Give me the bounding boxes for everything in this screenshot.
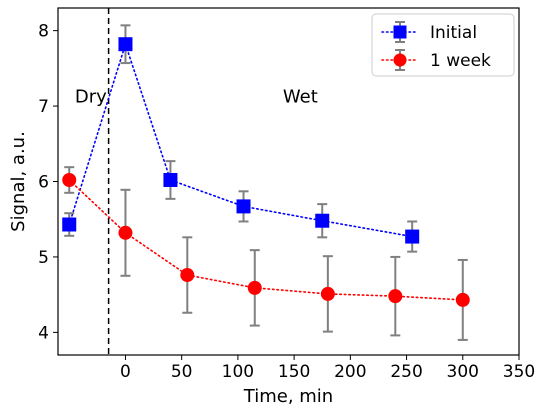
x-tick-label: 350 [503,362,535,382]
region-label-wet: Wet [283,86,318,107]
legend: Initial 1 week [371,13,515,77]
data-point-circle [455,292,470,307]
x-tick-label: 150 [278,362,310,382]
axis-labels: Time, min Signal, a.u. [8,131,333,407]
series-line [68,179,464,301]
x-tick-label: 250 [390,362,422,382]
data-point-circle [320,286,335,301]
data-point-square [163,172,178,187]
series-line [68,41,413,238]
x-tick-label: 50 [171,362,193,382]
y-tick-label: 5 [38,248,49,268]
y-tick-label: 8 [38,22,49,42]
region-label-dry: Dry [75,86,107,107]
data-point-square [315,213,330,228]
y-tick-label: 4 [38,323,49,343]
data-point-square [62,217,77,232]
x-tick-label: 300 [447,362,479,382]
x-axis-label: Time, min [243,386,333,407]
data-point-square [236,199,251,214]
y-axis-label: Signal, a.u. [8,131,29,232]
x-tick-label: 100 [222,362,254,382]
data-point-circle [62,172,77,187]
x-tick-label: 200 [334,362,366,382]
data-point-square [118,37,133,52]
plot-area: Dry Wet [62,8,470,355]
legend-label-one-week: 1 week [430,51,491,71]
y-tick-label: 7 [38,97,49,117]
data-point-circle [388,289,403,304]
legend-marker-square [393,25,407,39]
data-point-circle [118,225,133,240]
axes: 0 50 100 150 200 250 300 350 4 5 6 7 8 [38,7,535,382]
series-initial [62,24,420,253]
x-tick-label: 0 [120,362,131,382]
data-point-circle [247,280,262,295]
legend-label-initial: Initial [430,23,477,43]
series-one-week [62,166,470,341]
data-point-square [405,229,420,244]
legend-box [371,13,515,77]
y-tick-label: 6 [38,173,49,193]
data-point-circle [180,268,195,283]
legend-marker-circle [393,53,407,67]
